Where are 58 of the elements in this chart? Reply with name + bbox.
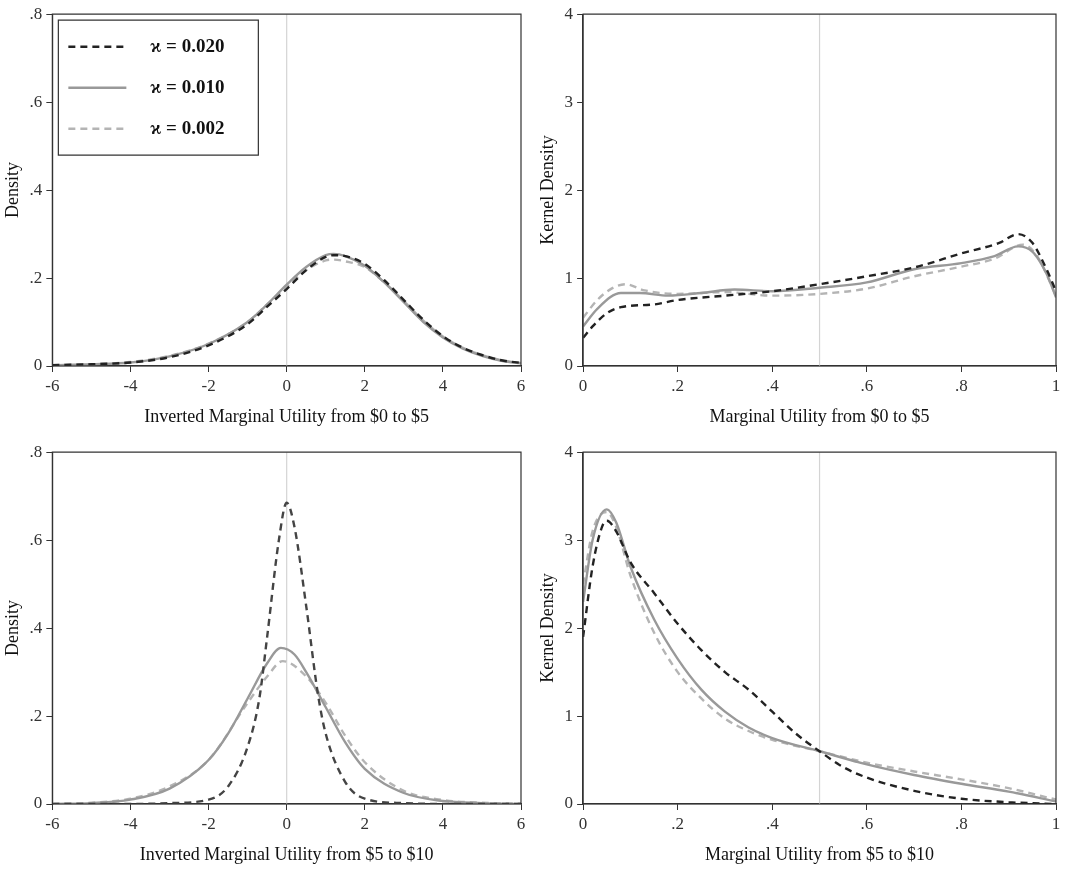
y-tick-label: .8 [29, 3, 43, 23]
y-tick-label: .4 [29, 179, 43, 199]
line-series [583, 232, 1056, 340]
y-tick-label: 0 [33, 355, 43, 375]
y-tick-label: 0 [564, 793, 574, 813]
y-tick-label: 4 [564, 441, 574, 461]
x-tick-label: 1 [1051, 813, 1061, 833]
x-tick-label: 0 [282, 375, 291, 395]
x-axis-title: Marginal Utility from $0 to $5 [709, 405, 930, 426]
x-tick-label: 0 [282, 813, 291, 833]
x-tick-label: .8 [955, 813, 968, 833]
x-axis-title: Inverted Marginal Utility from $0 to $5 [144, 405, 429, 426]
x-tick-label: 6 [516, 813, 526, 833]
x-tick-label: .4 [765, 375, 780, 395]
y-tick-label: 3 [564, 529, 574, 549]
y-tick-label: 1 [564, 267, 574, 287]
x-tick-label: .2 [671, 375, 685, 395]
x-tick-label: -6 [45, 813, 60, 833]
x-tick-label: 4 [438, 375, 448, 395]
x-tick-label: 0 [578, 375, 588, 395]
x-tick-label: -2 [201, 375, 216, 395]
x-tick-label: 0 [578, 813, 588, 833]
y-tick-label: 0 [564, 355, 574, 375]
x-tick-label: 2 [360, 813, 370, 833]
y-tick-label: .4 [29, 617, 43, 637]
x-axis-title: Marginal Utility from $5 to $10 [704, 843, 935, 864]
y-axis-title: Kernel Density [536, 573, 557, 683]
x-tick-label: 2 [360, 375, 370, 395]
y-axis-title: Kernel Density [536, 135, 557, 245]
x-tick-label: 6 [516, 375, 526, 395]
y-tick-label: .8 [29, 441, 43, 461]
y-tick-label: .2 [29, 705, 43, 725]
y-tick-label: 2 [564, 617, 574, 637]
x-tick-label: -4 [123, 813, 139, 833]
y-tick-label: 4 [564, 3, 574, 23]
legend-label: ϰ = 0.002 [150, 116, 225, 138]
x-tick-label: .8 [955, 375, 968, 395]
y-axis-title: Density [1, 162, 22, 219]
x-tick-label: .6 [860, 813, 874, 833]
y-tick-label: 2 [564, 179, 574, 199]
y-tick-label: 1 [564, 705, 574, 725]
x-axis-title: Inverted Marginal Utility from $5 to $10 [139, 843, 434, 864]
y-tick-label: .6 [29, 91, 43, 111]
y-tick-label: .6 [29, 529, 43, 549]
x-tick-label: -4 [123, 375, 139, 395]
y-tick-label: .2 [29, 267, 43, 287]
y-tick-label: 0 [33, 793, 43, 813]
x-tick-label: -6 [45, 375, 60, 395]
x-tick-label: 4 [438, 813, 448, 833]
x-tick-label: -2 [201, 813, 216, 833]
legend-label: ϰ = 0.020 [150, 34, 225, 56]
x-tick-label: .6 [860, 375, 874, 395]
x-tick-label: 1 [1051, 375, 1061, 395]
x-tick-label: .4 [765, 813, 780, 833]
y-tick-label: 3 [564, 91, 574, 111]
legend-label: ϰ = 0.010 [150, 75, 225, 97]
y-axis-title: Density [1, 600, 22, 657]
x-tick-label: .2 [671, 813, 685, 833]
